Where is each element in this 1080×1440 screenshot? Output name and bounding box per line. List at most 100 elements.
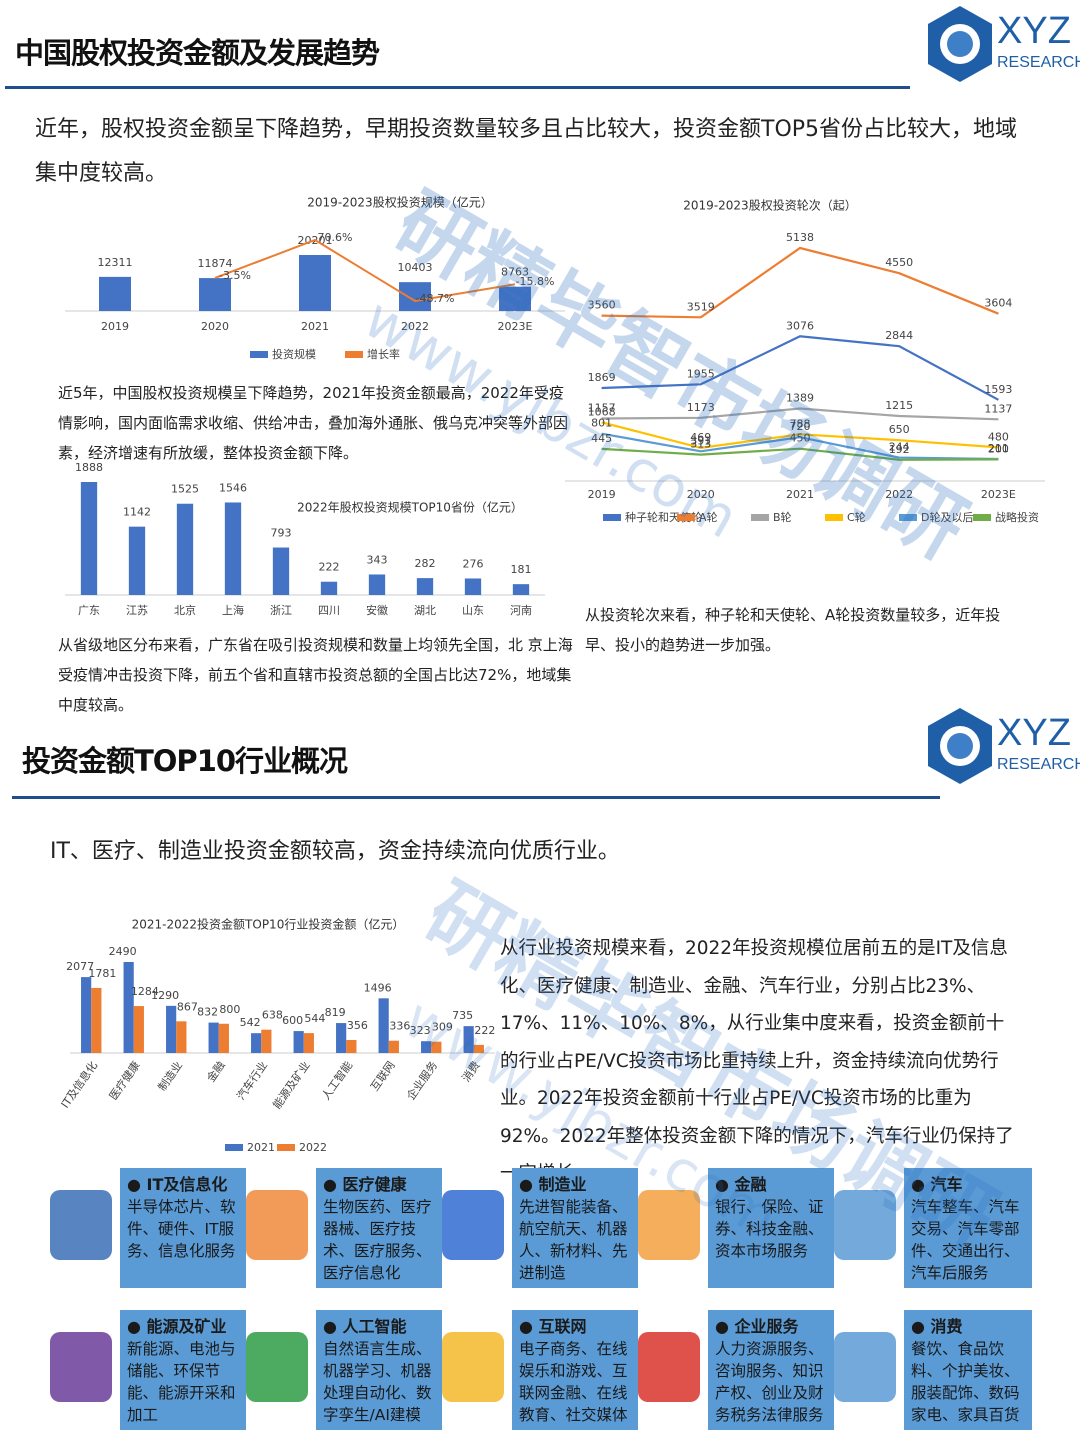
x-tick-label: 2021 <box>301 320 329 333</box>
industry-desc: 电子商务、在线娱乐和游戏、互联网金融、在线教育、社交媒体 <box>519 1340 628 1424</box>
bar <box>218 1023 229 1053</box>
x-tick-label: 2022 <box>885 488 913 501</box>
industry-name: IT及信息化 <box>127 1174 239 1196</box>
x-tick-label: 互联网 <box>368 1059 398 1093</box>
bar <box>166 1005 177 1053</box>
value-label: -15.8% <box>516 275 555 288</box>
note: 从省级地区分布来看，广东省在吸引投资规模和数量上均领先全国，北 京上海受疫情冲击… <box>58 636 573 714</box>
value-label: 211 <box>988 442 1009 455</box>
x-tick-label: 2019 <box>101 320 129 333</box>
value-label: 480 <box>988 430 1009 443</box>
value-label: 819 <box>325 1006 346 1019</box>
industry-icon <box>50 1332 112 1402</box>
x-tick-label: 浙江 <box>270 604 292 617</box>
x-tick-label: 2021 <box>786 488 814 501</box>
x-tick-label: 制造业 <box>155 1058 185 1093</box>
logo: XYZ RESEARCH <box>925 4 1080 89</box>
x-tick-label: 2023E <box>498 320 533 333</box>
value-label: 1593 <box>984 383 1012 396</box>
line <box>601 407 999 421</box>
value-label: 600 <box>282 1014 303 1027</box>
legend-swatch <box>277 1144 295 1151</box>
logo-sub: RESEARCH <box>997 54 1080 71</box>
logo-brand: XYZ <box>997 10 1071 52</box>
value-label: 1215 <box>885 399 913 412</box>
value-label: 222 <box>319 561 340 574</box>
x-tick-label: 上海 <box>222 603 244 617</box>
intro: 近年，股权投资金额呈下降趋势，早期投资数量较多且占比较大，投资金额TOP5省份占… <box>35 117 1018 186</box>
value-label: 650 <box>889 423 910 436</box>
line <box>601 246 999 319</box>
chart-title: 2019-2023股权投资轮次（起） <box>683 198 856 213</box>
value-label: 1389 <box>786 392 814 405</box>
bar <box>431 1041 442 1053</box>
bar <box>80 482 98 595</box>
x-tick-label: 2022 <box>401 320 429 333</box>
legend-label: C轮 <box>847 510 866 524</box>
value-label: 1888 <box>75 461 103 474</box>
line <box>601 432 999 461</box>
bar <box>224 502 242 595</box>
value-label: 8763 <box>501 266 529 279</box>
bar <box>499 286 531 311</box>
value-label: 793 <box>271 527 292 540</box>
value-label: 544 <box>304 1012 325 1025</box>
value-label: 469 <box>690 431 711 444</box>
bar <box>421 1041 432 1053</box>
intro: IT、医疗、制造业投资金额较高，资金持续流向优质行业。 <box>50 839 620 864</box>
industry-icon <box>638 1190 700 1260</box>
bar <box>99 276 131 311</box>
analysis-text: 从行业投资规模来看，2022年投资规模位居前五的是IT及信息化、医疗健康、制造业… <box>500 938 1014 1184</box>
logo-brand: XYZ <box>997 712 1071 754</box>
legend-swatch <box>677 514 695 521</box>
value-label: 1137 <box>984 402 1012 415</box>
value-label: 222 <box>474 1024 495 1037</box>
industry-desc: 新能源、电池与储能、环保节能、能源开采和加工 <box>127 1340 236 1424</box>
legend-label: B轮 <box>773 510 792 524</box>
value-label: -48.7% <box>416 292 455 305</box>
bar <box>293 1031 304 1053</box>
industry-name: 互联网 <box>519 1316 631 1338</box>
x-tick-label: 金融 <box>204 1058 228 1084</box>
x-tick-label: 河南 <box>510 604 532 617</box>
bar <box>303 1033 314 1053</box>
value-label: 1869 <box>588 371 616 384</box>
title-rule <box>12 796 940 799</box>
bar <box>464 578 482 595</box>
value-label: 788 <box>790 417 811 430</box>
legend-swatch <box>603 514 621 521</box>
x-tick-label: 人工智能 <box>318 1058 355 1102</box>
industry-desc: 先进智能装备、航空航天、机器人、新材料、先进制造 <box>519 1198 628 1282</box>
industry-desc: 生物医药、医疗器械、医疗技术、医疗服务、医疗信息化 <box>323 1198 432 1282</box>
bar <box>336 1023 347 1053</box>
section-title: 中国股权投资金额及发展趋势 <box>15 36 380 70</box>
value-label: 391 <box>690 434 711 447</box>
x-tick-label: 医疗健康 <box>106 1058 143 1102</box>
line <box>601 447 999 461</box>
value-label: 200 <box>988 442 1009 455</box>
chart-title: 2022年股权投资规模TOP10省份（亿元） <box>297 500 523 515</box>
value-label: 3519 <box>687 300 715 313</box>
x-tick-label: 山东 <box>462 604 484 617</box>
legend-label: A轮 <box>699 510 718 524</box>
industry-name: 汽车 <box>911 1174 1025 1196</box>
x-tick-label: 消费 <box>459 1058 483 1084</box>
value-label: 12311 <box>98 256 133 269</box>
value-label: 313 <box>690 438 711 451</box>
value-label: 4550 <box>885 256 913 269</box>
value-label: 5138 <box>786 231 814 244</box>
value-label: 1142 <box>123 506 151 519</box>
logo: XYZ RESEARCH <box>925 706 1080 791</box>
legend-label: 战略投资 <box>995 510 1039 524</box>
bar <box>123 962 134 1053</box>
bar <box>128 526 146 595</box>
value-label: 309 <box>432 1021 453 1034</box>
value-label: 801 <box>591 417 612 430</box>
line <box>214 238 516 303</box>
legend-swatch <box>751 514 769 521</box>
